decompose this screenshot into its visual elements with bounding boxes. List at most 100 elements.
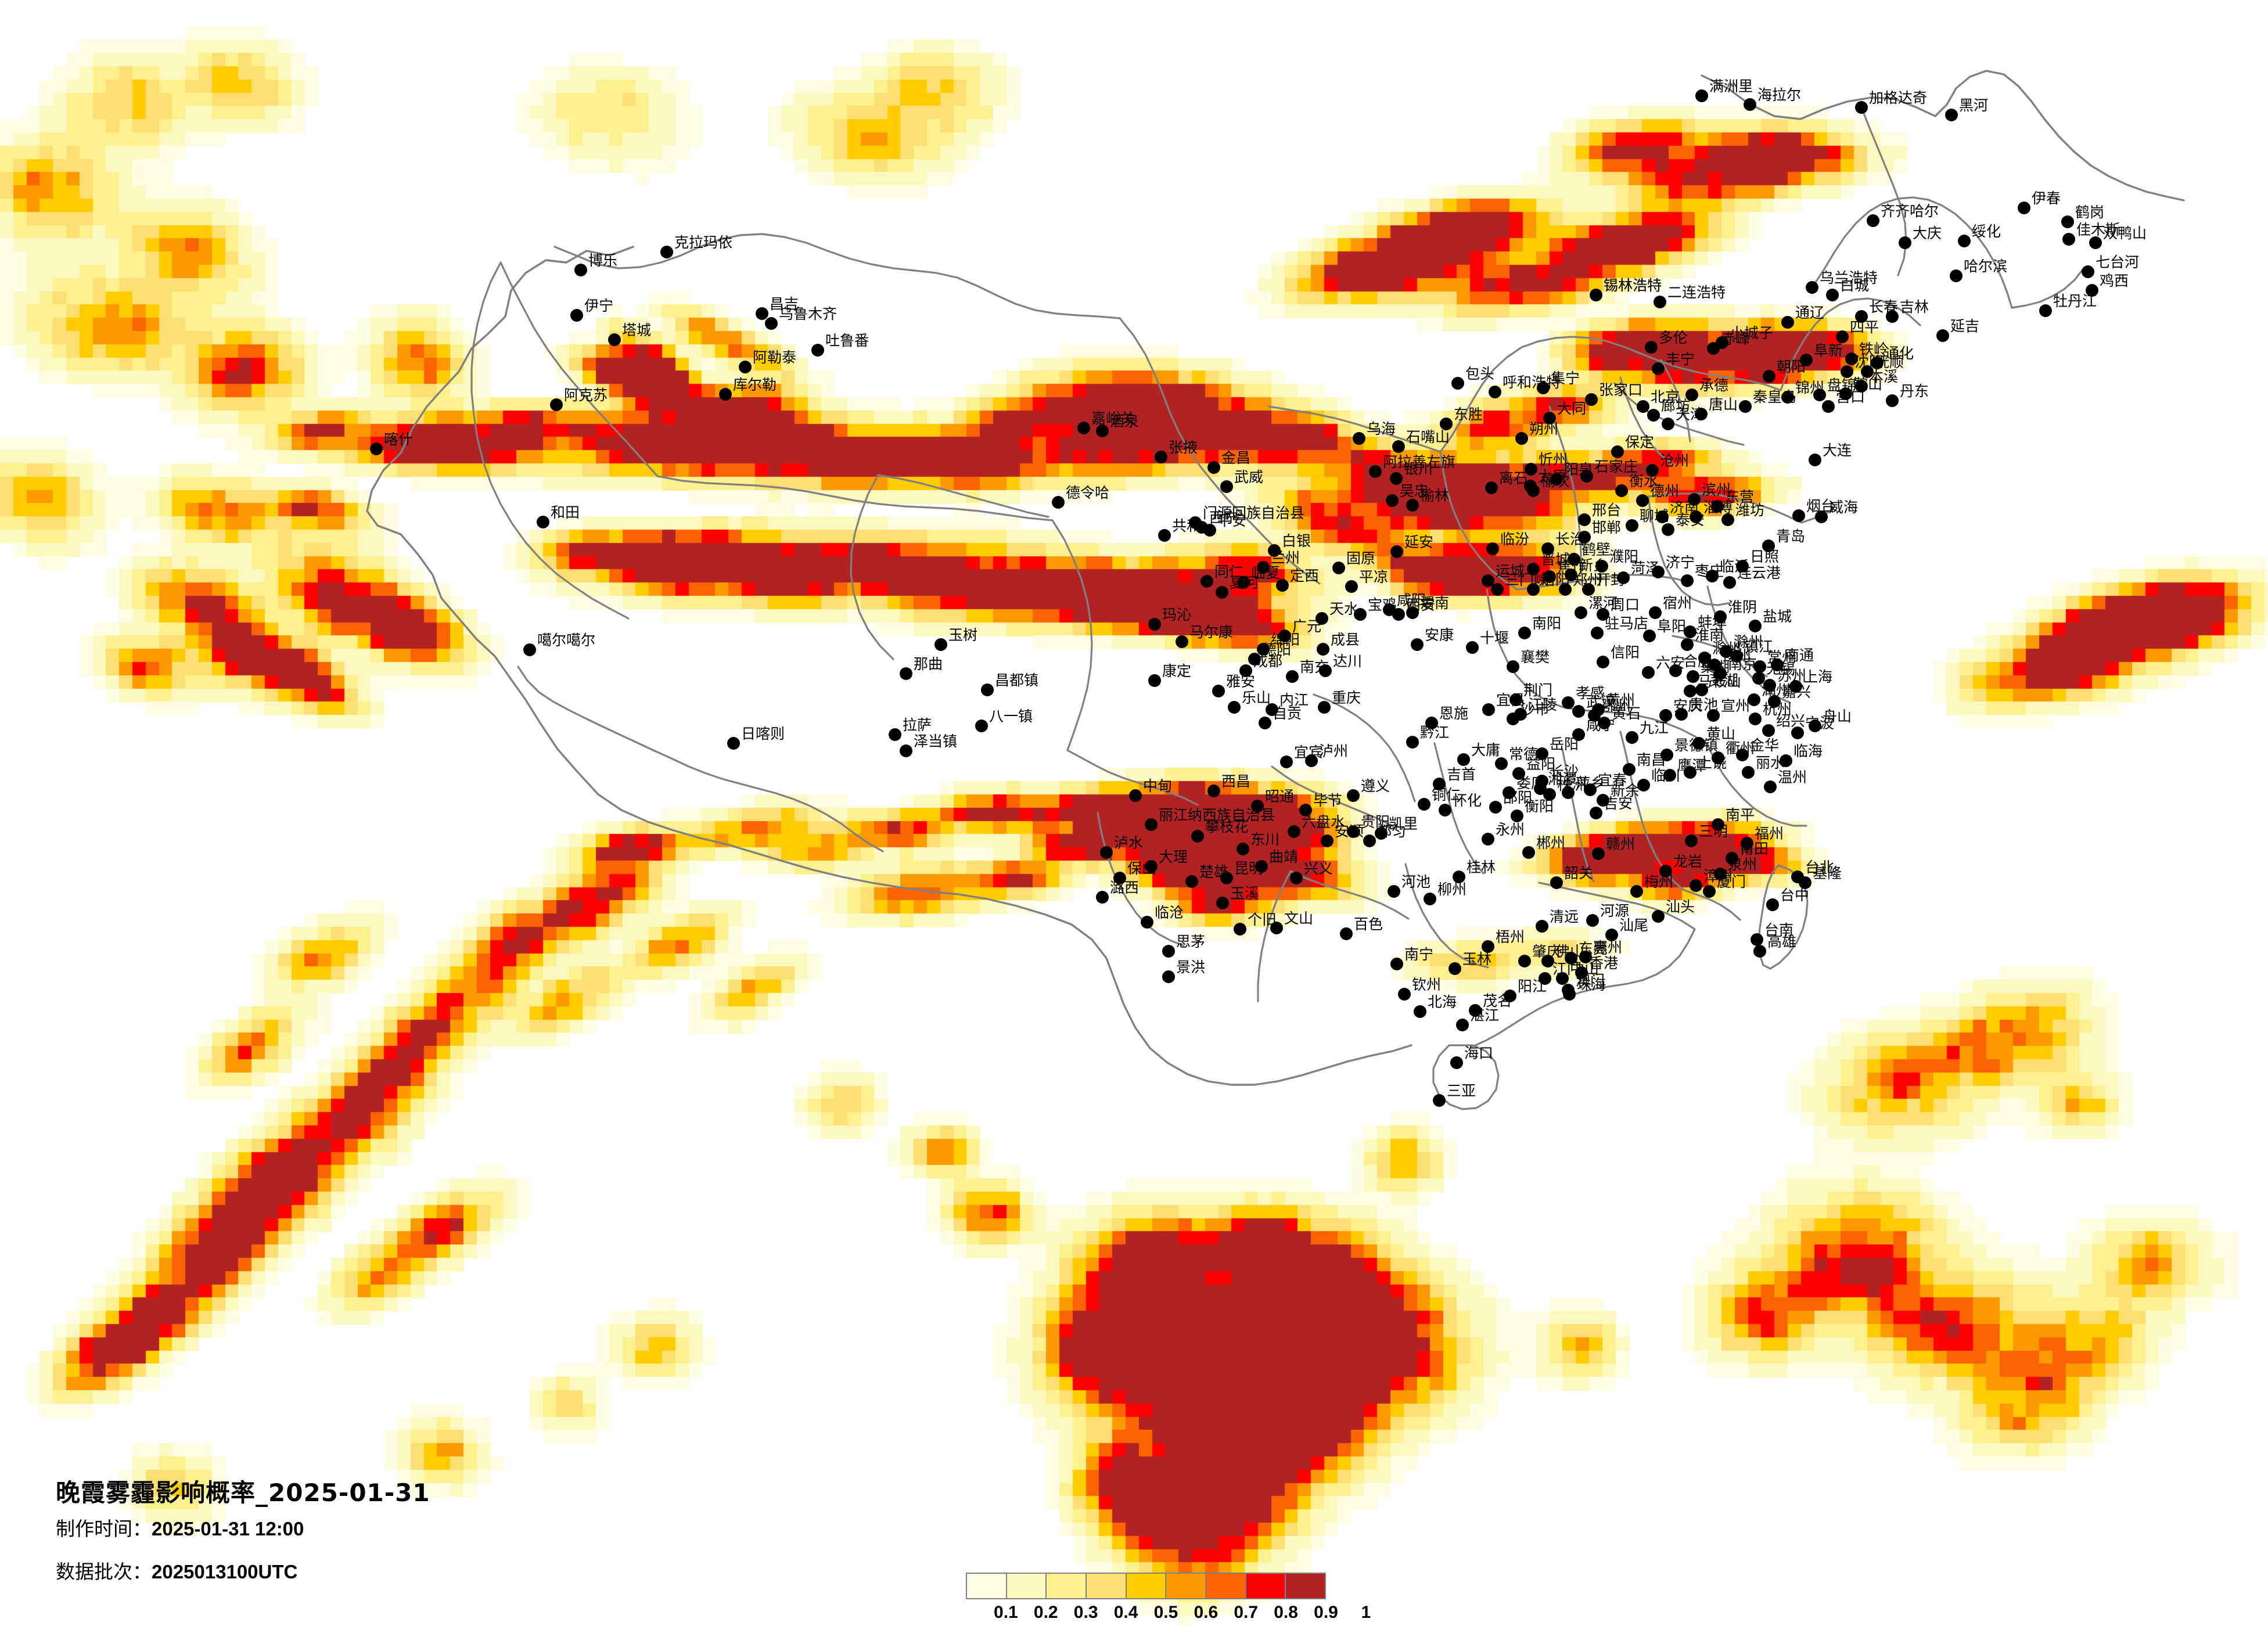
colorbar-tick-0.4: 0.4 bbox=[1113, 1603, 1138, 1622]
city-label: 柳州 bbox=[1437, 881, 1467, 898]
city-dot-icon bbox=[1278, 629, 1291, 642]
city-label: 朔州 bbox=[1529, 420, 1559, 437]
city-label: 拉萨 bbox=[903, 717, 932, 733]
city-label: 伊春 bbox=[2032, 190, 2061, 207]
city-dot-icon bbox=[1237, 576, 1250, 589]
city-label: 噶尔噶尔 bbox=[537, 632, 596, 649]
city-label: 日喀则 bbox=[741, 725, 785, 742]
city-label: 延吉 bbox=[1950, 318, 1980, 334]
city-dot-icon bbox=[739, 361, 752, 373]
city-label: 鄂州 bbox=[1602, 697, 1631, 714]
city-dot-icon bbox=[1669, 664, 1682, 677]
city-dot-icon bbox=[1945, 109, 1958, 121]
city-label: 固原 bbox=[1346, 550, 1376, 567]
city-label: 乌兰浩特 bbox=[1820, 269, 1878, 286]
city-dot-icon bbox=[1695, 684, 1708, 696]
city-label: 贵阳 bbox=[1361, 814, 1390, 830]
city-label: 舟山 bbox=[1823, 708, 1852, 725]
city-dot-icon bbox=[523, 643, 536, 656]
city-label: 阳江 bbox=[1518, 978, 1547, 995]
city-dot-icon bbox=[1536, 747, 1548, 760]
city-label: 达川 bbox=[1333, 653, 1363, 670]
city-dot-icon bbox=[1390, 958, 1403, 970]
city-label: 长治 bbox=[1555, 531, 1585, 548]
city-label: 同仁 bbox=[1214, 563, 1244, 580]
city-dot-icon bbox=[1201, 575, 1213, 588]
city-dot-icon bbox=[1611, 445, 1624, 458]
city-dot-icon bbox=[1711, 500, 1724, 513]
data-batch-row: 数据批次：2025013100UTC bbox=[56, 1559, 430, 1585]
city-dot-icon bbox=[1597, 608, 1609, 621]
city-dot-icon bbox=[811, 344, 824, 357]
city-label: 湖州 bbox=[1762, 682, 1791, 699]
city-dot-icon bbox=[1141, 916, 1153, 929]
city-dot-icon bbox=[1390, 472, 1403, 485]
city-dot-icon bbox=[2062, 233, 2075, 246]
city-dot-icon bbox=[1714, 667, 1727, 680]
city-dot-icon bbox=[1752, 672, 1765, 685]
city-dot-icon bbox=[660, 246, 673, 258]
city-label: 澳门 bbox=[1576, 972, 1605, 989]
city-label: 韶关 bbox=[1564, 865, 1594, 882]
city-label: 荆门 bbox=[1523, 682, 1553, 699]
city-dot-icon bbox=[1216, 897, 1229, 909]
city-dot-icon bbox=[2039, 304, 2052, 317]
city-dot-icon bbox=[1543, 788, 1556, 801]
city-label: 扬州 bbox=[1722, 647, 1752, 664]
city-label: 莆田 bbox=[1739, 840, 1769, 857]
city-label: 通化 bbox=[1885, 345, 1914, 362]
city-dot-icon bbox=[1158, 529, 1171, 542]
city-dot-icon bbox=[1637, 400, 1649, 413]
colorbar-band-4 bbox=[1126, 1574, 1167, 1598]
city-dot-icon bbox=[1518, 955, 1531, 967]
city-label: 包头 bbox=[1465, 365, 1495, 382]
city-label: 鞍山 bbox=[1853, 376, 1883, 393]
city-label: 忻州 bbox=[1539, 451, 1568, 468]
city-dot-icon bbox=[1736, 749, 1749, 761]
city-label: 马尔康 bbox=[1189, 624, 1234, 641]
city-label: 金昌 bbox=[1221, 449, 1251, 466]
colorbar-tick-labels: 0.1 0.2 0.3 0.4 0.5 0.6 0.7 0.8 0.9 1 bbox=[966, 1603, 1371, 1626]
city-label: 信阳 bbox=[1611, 644, 1640, 661]
city-dot-icon bbox=[1791, 726, 1804, 739]
city-label: 喀什 bbox=[384, 431, 414, 448]
city-dot-icon bbox=[1288, 825, 1300, 838]
city-label: 临沂 bbox=[1720, 558, 1749, 575]
city-dot-icon bbox=[1575, 606, 1587, 619]
city-dot-icon bbox=[1100, 846, 1113, 859]
city-label: 佳木斯 bbox=[2076, 221, 2120, 238]
city-label: 景洪 bbox=[1176, 959, 1206, 976]
city-label: 榆次 bbox=[1541, 473, 1570, 490]
city-label: 西宁 bbox=[1209, 509, 1239, 526]
city-dot-icon bbox=[1626, 519, 1638, 532]
city-dot-icon bbox=[1239, 664, 1252, 677]
city-label: 遵义 bbox=[1361, 778, 1390, 794]
city-label: 铜仁 bbox=[1432, 786, 1461, 803]
city-dot-icon bbox=[2018, 202, 2030, 214]
city-dot-icon bbox=[1503, 786, 1515, 799]
city-dot-icon bbox=[1491, 583, 1504, 596]
city-label: 恩施 bbox=[1439, 705, 1469, 722]
city-dot-icon bbox=[1155, 451, 1167, 463]
city-label: 厦门 bbox=[1717, 873, 1746, 890]
city-dot-icon bbox=[1414, 1005, 1426, 1018]
city-dot-icon bbox=[1867, 214, 1879, 227]
city-dot-icon bbox=[1541, 542, 1554, 555]
city-dot-icon bbox=[1216, 586, 1228, 599]
city-dot-icon bbox=[1315, 612, 1328, 625]
city-label: 七台河 bbox=[2096, 254, 2140, 271]
city-label: 上海 bbox=[1803, 668, 1833, 685]
city-label: 南阳 bbox=[1532, 615, 1562, 632]
city-label: 八一镇 bbox=[989, 708, 1033, 725]
city-dot-icon bbox=[756, 307, 768, 320]
city-dot-icon bbox=[1207, 461, 1220, 474]
city-dot-icon bbox=[1220, 872, 1233, 884]
city-label: 共和 bbox=[1172, 517, 1202, 534]
city-dot-icon bbox=[1340, 927, 1353, 940]
city-label: 鹤壁 bbox=[1582, 541, 1611, 558]
city-dot-icon bbox=[1457, 753, 1470, 766]
city-dot-icon bbox=[1645, 341, 1658, 354]
city-dot-icon bbox=[1748, 693, 1760, 706]
city-dot-icon bbox=[1687, 670, 1699, 683]
city-label: 湛江 bbox=[1470, 1007, 1500, 1024]
